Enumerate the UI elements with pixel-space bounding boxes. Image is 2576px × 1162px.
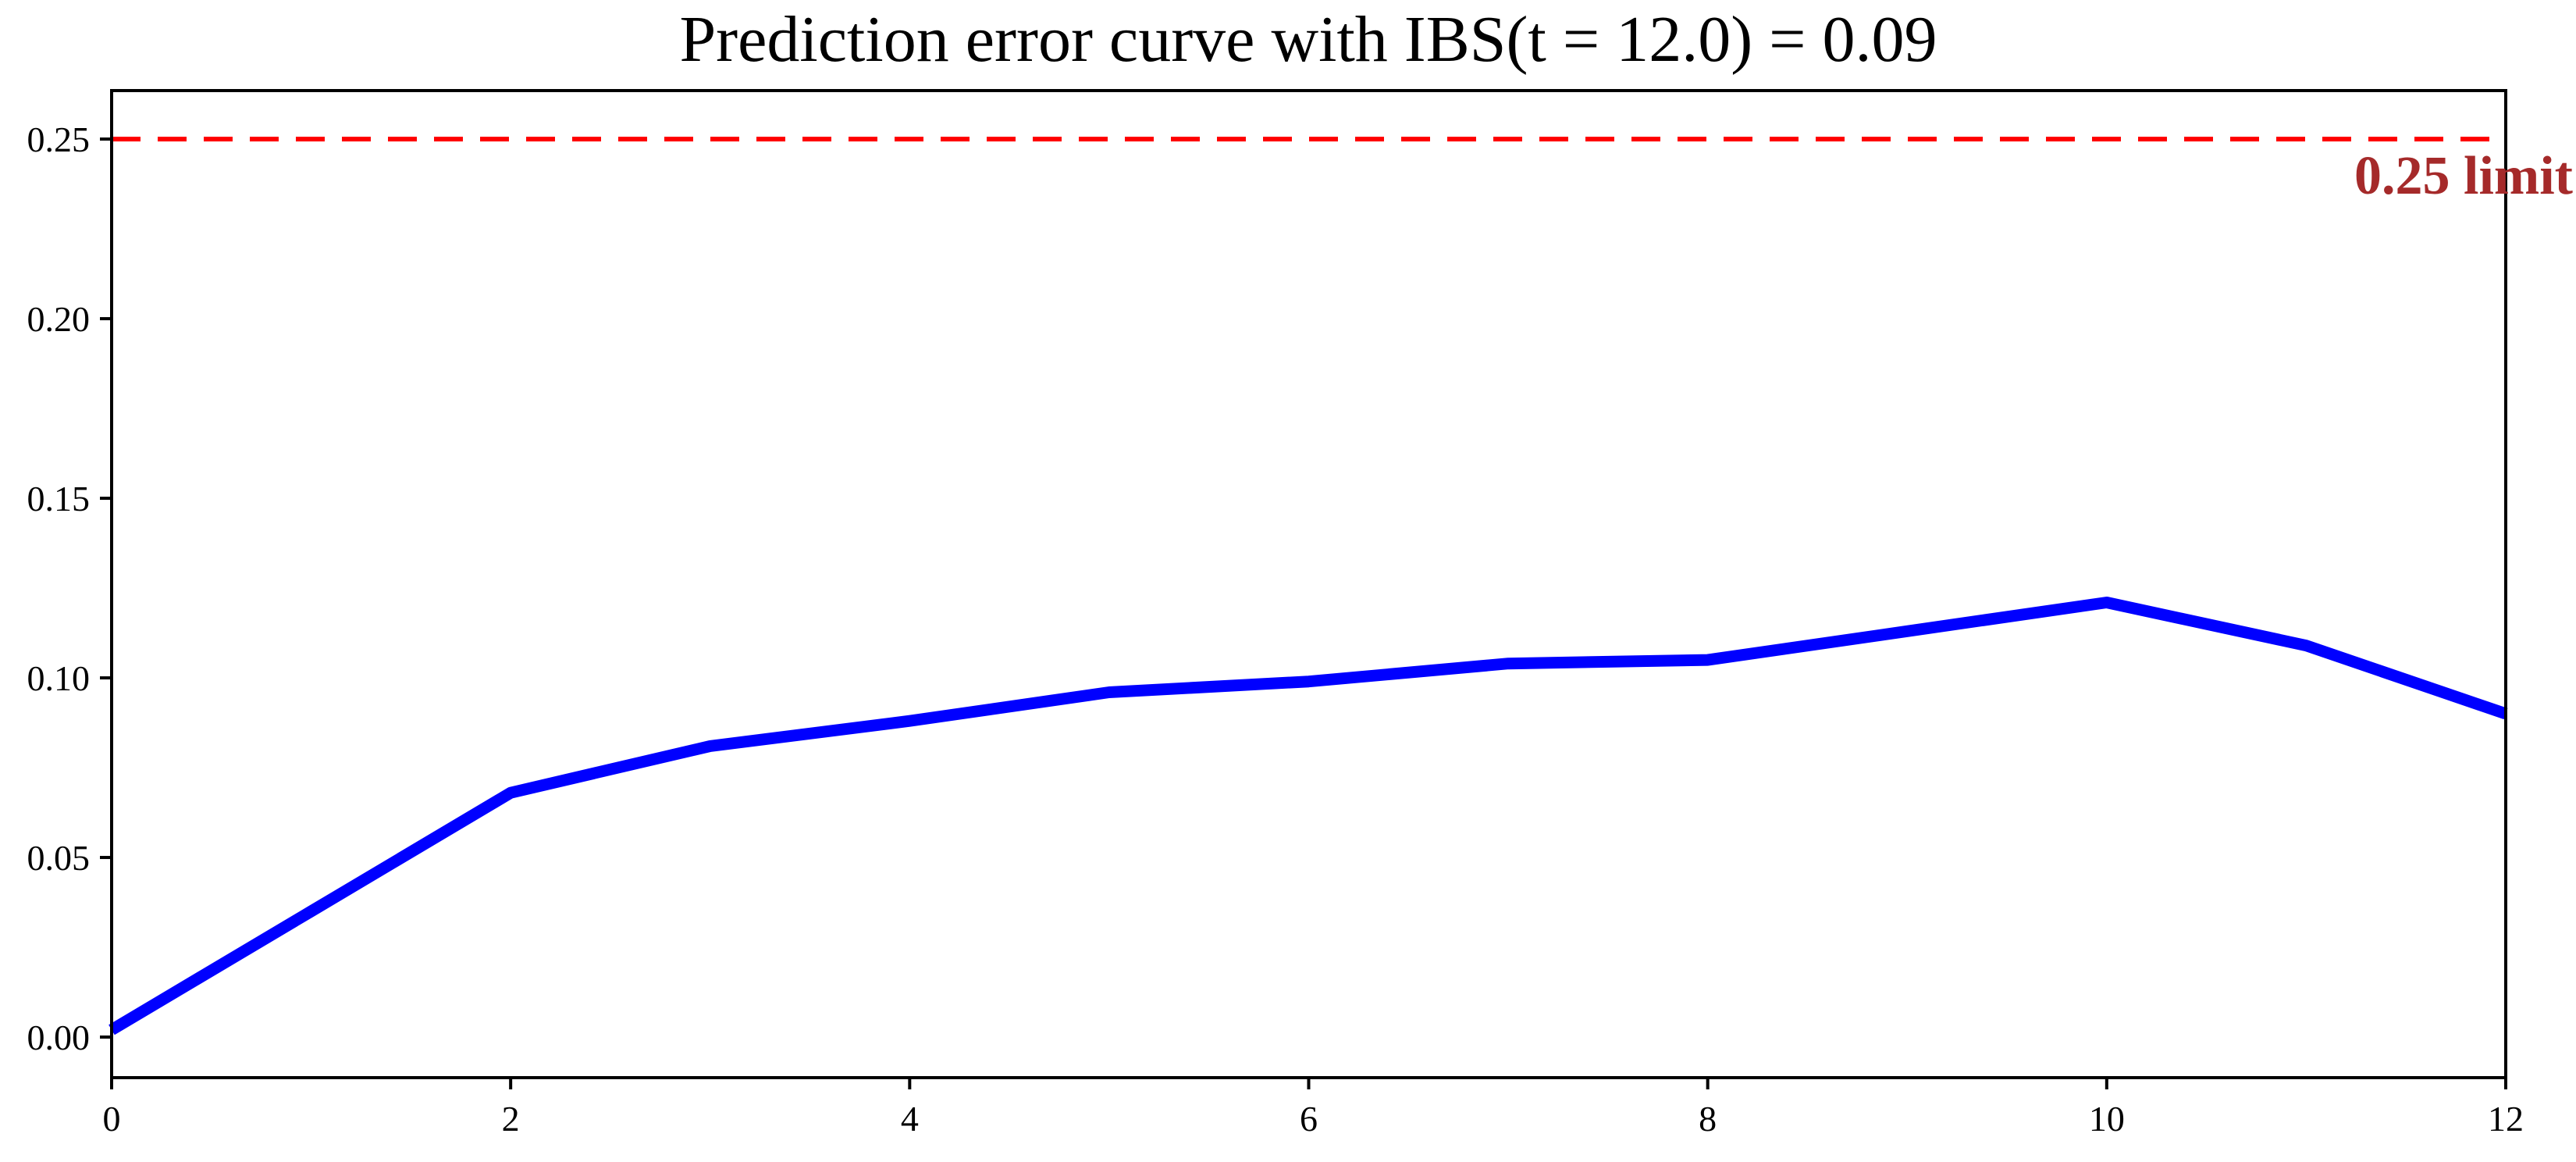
x-tick-label: 6 (1300, 1099, 1318, 1139)
y-tick-label: 0.25 (27, 119, 91, 159)
x-tick-label: 4 (901, 1099, 919, 1139)
x-tick-label: 2 (502, 1099, 520, 1139)
limit-label: 0.25 limit (2354, 146, 2573, 206)
y-tick-label: 0.10 (27, 658, 91, 698)
x-tick-label: 10 (2089, 1099, 2125, 1139)
x-tick-label: 12 (2488, 1099, 2524, 1139)
y-axis: 0.00 0.05 0.10 0.15 0.20 0.25 (27, 119, 112, 1057)
prediction-error-line (109, 597, 2508, 1035)
axes-frame (110, 89, 2507, 1079)
y-tick-label: 0.00 (27, 1018, 91, 1057)
plot-area (112, 91, 2506, 1078)
x-axis: 0 2 4 6 8 10 12 (103, 1078, 2524, 1139)
y-tick-label: 0.15 (27, 479, 91, 519)
y-tick-label: 0.05 (27, 838, 91, 878)
x-tick-label: 8 (1699, 1099, 1717, 1139)
x-tick-label: 0 (103, 1099, 121, 1139)
y-tick-label: 0.20 (27, 299, 91, 339)
chart-title: Prediction error curve with IBS(t = 12.0… (679, 3, 1937, 76)
